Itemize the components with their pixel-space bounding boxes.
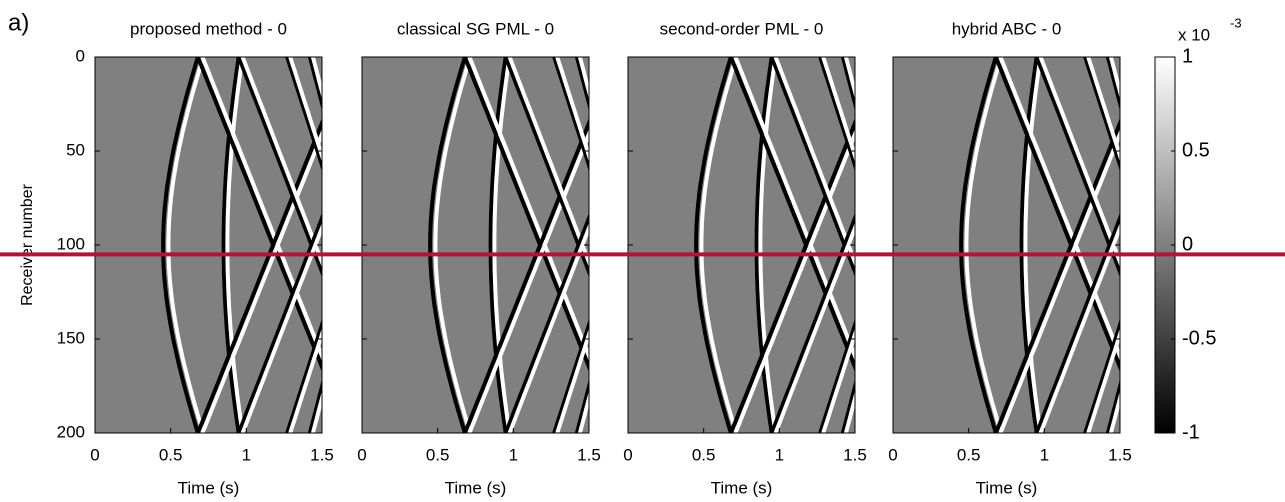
wavefront: [821, 57, 855, 163]
panel-title: second-order PML - 0: [660, 19, 824, 38]
x-tick-label: 1: [509, 445, 518, 464]
x-tick-label: 0: [888, 445, 897, 464]
wavefront: [1034, 212, 1120, 433]
wavefront: [503, 212, 589, 433]
colorbar-tick-label: -1: [1182, 421, 1200, 443]
image-background: [362, 57, 589, 433]
seismogram: [362, 57, 589, 433]
wavefront: [236, 212, 322, 433]
y-axis-label: Receiver number: [19, 183, 36, 306]
seismogram: [893, 57, 1120, 433]
colorbar-label: x 10: [1178, 25, 1210, 44]
x-tick-label: 1: [1040, 445, 1049, 464]
wavefront: [769, 212, 855, 433]
x-axis-label: Time (s): [178, 478, 240, 497]
panel-title: hybrid ABC - 0: [952, 19, 1062, 38]
x-tick-label: 1.5: [1108, 445, 1132, 464]
wavefront: [1086, 57, 1120, 163]
wavefront: [1038, 222, 1120, 433]
wavefront: [552, 318, 589, 433]
x-axis-label: Time (s): [711, 478, 773, 497]
wavefront: [754, 57, 774, 433]
wavefront: [821, 327, 855, 433]
x-tick-label: 0.5: [426, 445, 450, 464]
wavefront: [694, 57, 733, 433]
wavefront: [463, 117, 589, 433]
image-background: [95, 57, 322, 433]
wavefront: [196, 117, 322, 433]
y-tick-label: 200: [57, 422, 85, 441]
colorbar-tick-label: 0.5: [1182, 139, 1210, 161]
seismogram: [95, 57, 322, 433]
wavefront: [240, 222, 322, 433]
wavefront: [433, 57, 473, 433]
wavefront: [221, 57, 241, 433]
x-tick-label: 1: [242, 445, 251, 464]
x-tick-label: 1: [775, 445, 784, 464]
wavefront: [818, 57, 855, 172]
wavefront: [699, 57, 739, 433]
wavefront: [729, 117, 855, 433]
panel-title: classical SG PML - 0: [397, 19, 554, 38]
x-tick-label: 0: [90, 445, 99, 464]
wavefront: [555, 57, 589, 163]
wavefront: [773, 222, 855, 433]
wavefront: [959, 57, 998, 433]
x-tick-label: 0: [357, 445, 366, 464]
wavefront: [428, 57, 467, 433]
x-tick-label: 1.5: [843, 445, 867, 464]
wavefront: [1083, 318, 1120, 433]
x-tick-label: 0.5: [692, 445, 716, 464]
image-background: [628, 57, 855, 433]
x-tick-label: 0.5: [159, 445, 183, 464]
wavefront: [552, 57, 589, 172]
wavefront: [225, 57, 245, 433]
wavefront: [1019, 57, 1039, 433]
x-tick-label: 1.5: [310, 445, 334, 464]
x-axis-label: Time (s): [976, 478, 1038, 497]
panel-title: proposed method - 0: [130, 19, 287, 38]
wavefront: [161, 57, 200, 433]
wavefront: [507, 222, 589, 433]
wavefront: [166, 57, 206, 433]
wavefront: [288, 327, 322, 433]
x-tick-label: 0: [623, 445, 632, 464]
wavefront: [964, 57, 1004, 433]
wavefront: [555, 327, 589, 433]
wavefront: [467, 128, 589, 433]
seismogram: [628, 57, 855, 433]
wavefront: [1086, 327, 1120, 433]
wavefront: [492, 57, 512, 433]
colorbar-tick-label: 1: [1182, 45, 1193, 67]
x-tick-label: 1.5: [577, 445, 601, 464]
wavefront: [818, 318, 855, 433]
wavefront: [285, 57, 322, 172]
wavefront: [998, 128, 1120, 433]
wavefront: [200, 128, 322, 433]
y-tick-label: 150: [57, 328, 85, 347]
x-tick-label: 0.5: [957, 445, 981, 464]
wavefront: [1023, 57, 1043, 433]
colorbar-tick-label: -0.5: [1182, 327, 1216, 349]
wavefront: [1083, 57, 1120, 172]
x-axis-label: Time (s): [445, 478, 507, 497]
colorbar-tick-label: 0: [1182, 233, 1193, 255]
wavefront: [733, 128, 855, 433]
wavefront: [285, 318, 322, 433]
wavefront: [488, 57, 508, 433]
colorbar-exponent: -3: [1230, 15, 1242, 30]
y-tick-label: 0: [76, 46, 85, 65]
y-tick-label: 100: [57, 234, 85, 253]
y-tick-label: 50: [66, 140, 85, 159]
wavefront: [288, 57, 322, 163]
image-background: [893, 57, 1120, 433]
wavefront: [758, 57, 778, 433]
wavefront: [994, 117, 1120, 433]
figure-label: a): [8, 9, 29, 36]
